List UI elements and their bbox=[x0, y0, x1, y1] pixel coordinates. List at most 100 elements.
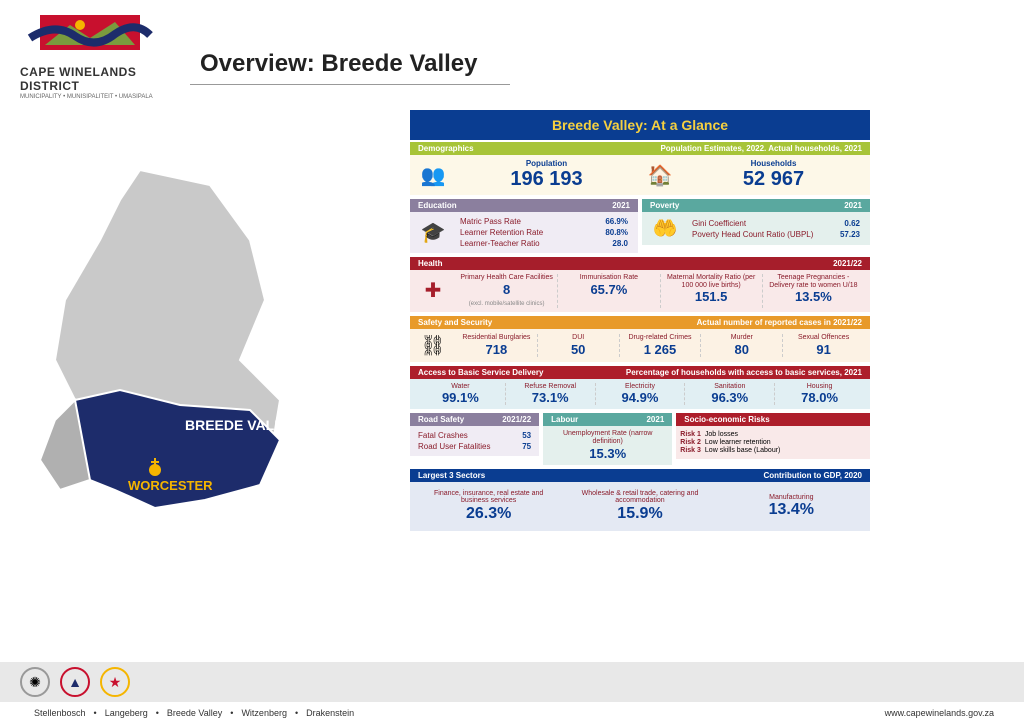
dashboard: Breede Valley: At a Glance Demographics … bbox=[410, 110, 870, 650]
cell-value: 94.9% bbox=[600, 390, 681, 405]
cell-label: Finance, insurance, real estate and busi… bbox=[420, 490, 557, 505]
risk-tag: Risk 1 bbox=[680, 431, 701, 438]
kv-row: Learner Retention Rate 80.8% bbox=[456, 227, 632, 238]
education-title: Education bbox=[418, 201, 457, 210]
cell-value: 78.0% bbox=[779, 390, 860, 405]
footer: ✺ ▲ ★ Stellenbosch•Langeberg•Breede Vall… bbox=[0, 662, 1024, 724]
page-title: Overview: Breede Valley bbox=[200, 50, 510, 78]
population-label: Population bbox=[456, 159, 637, 168]
district-logo-icon bbox=[20, 10, 160, 60]
cell-value: 718 bbox=[460, 342, 533, 357]
health-title: Health bbox=[418, 259, 442, 268]
kv-row: Poverty Head Count Ratio (UBPL)57.23 bbox=[688, 229, 864, 240]
cell-value: 8 bbox=[460, 282, 553, 297]
badge-disaster-icon: ▲ bbox=[60, 667, 90, 697]
kv-value: 0.62 bbox=[844, 219, 860, 228]
stat-cell: Sanitation96.3% bbox=[685, 383, 775, 406]
poverty-title: Poverty bbox=[650, 201, 679, 210]
kv-value: 80.8% bbox=[605, 228, 628, 237]
kv-row: Road User Fatalities 75 bbox=[414, 441, 535, 452]
municipality-item: Witzenberg bbox=[241, 708, 287, 718]
stat-cell: Wholesale & retail trade, catering and a… bbox=[567, 486, 712, 527]
cell-label: Drug-related Crimes bbox=[624, 334, 697, 342]
cell-value: 151.5 bbox=[665, 289, 758, 304]
stat-cell: Residential Burglaries718 bbox=[456, 334, 538, 357]
access-subtitle: Percentage of households with access to … bbox=[626, 368, 862, 377]
cell-note: (excl. mobile/satellite clinics) bbox=[469, 301, 545, 307]
stat-cell: DUI50 bbox=[538, 334, 620, 357]
education-year: 2021 bbox=[612, 201, 630, 210]
cell-label: Sexual Offences bbox=[787, 334, 860, 342]
graduation-icon: 🎓 bbox=[416, 220, 450, 245]
map-city-label: WORCESTER bbox=[128, 478, 213, 493]
risk-item: Risk 2 Low learner retention bbox=[680, 439, 866, 446]
cell-value: 73.1% bbox=[510, 390, 591, 405]
cell-label: Housing bbox=[779, 383, 860, 391]
labour-section: Labour 2021 Unemployment Rate (narrow de… bbox=[543, 413, 672, 464]
health-year: 2021/22 bbox=[833, 259, 862, 268]
stat-cell: Refuse Removal73.1% bbox=[506, 383, 596, 406]
sectors-subtitle: Contribution to GDP, 2020 bbox=[763, 471, 862, 480]
demographics-title: Demographics bbox=[418, 144, 474, 153]
labour-value: 15.3% bbox=[547, 446, 668, 461]
municipality-list: Stellenbosch•Langeberg•Breede Valley•Wit… bbox=[30, 708, 358, 718]
kv-value: 57.23 bbox=[840, 230, 860, 239]
cell-label: Residential Burglaries bbox=[460, 334, 533, 342]
demographics-section: Demographics Population Estimates, 2022.… bbox=[410, 142, 870, 195]
kv-value: 66.9% bbox=[605, 217, 628, 226]
logo-title: CAPE WINELANDS DISTRICT bbox=[20, 65, 190, 93]
demographics-subtitle: Population Estimates, 2022. Actual house… bbox=[660, 144, 862, 153]
risk-tag: Risk 2 bbox=[680, 439, 701, 446]
stat-cell: Primary Health Care Facilities8 (excl. mo… bbox=[456, 274, 558, 308]
municipality-item: Langeberg bbox=[105, 708, 148, 718]
municipality-item: Stellenbosch bbox=[34, 708, 86, 718]
hand-icon: 🤲 bbox=[648, 216, 682, 241]
kv-value: 75 bbox=[522, 442, 531, 451]
municipality-item: Breede Valley bbox=[167, 708, 222, 718]
stat-cell: Electricity94.9% bbox=[596, 383, 686, 406]
cell-value: 1 265 bbox=[624, 342, 697, 357]
stat-cell: Murder80 bbox=[701, 334, 783, 357]
kv-label: Road User Fatalities bbox=[418, 442, 490, 451]
sectors-title: Largest 3 Sectors bbox=[418, 471, 485, 480]
dashboard-banner: Breede Valley: At a Glance bbox=[410, 110, 870, 140]
district-map: BREEDE VALLEY WORCESTER bbox=[20, 150, 360, 570]
header: CAPE WINELANDS DISTRICT MUNICIPALITY • M… bbox=[0, 0, 1024, 110]
cell-label: Maternal Mortality Ratio (per 100 000 li… bbox=[665, 274, 758, 289]
logo-block: CAPE WINELANDS DISTRICT MUNICIPALITY • M… bbox=[20, 10, 190, 100]
households-label: Households bbox=[683, 159, 864, 168]
kv-row: Learner-Teacher Ratio28.0 bbox=[456, 238, 632, 249]
page-title-wrap: Overview: Breede Valley bbox=[190, 10, 510, 85]
house-icon: 🏠 bbox=[643, 163, 677, 188]
title-underline bbox=[190, 84, 510, 85]
cell-value: 26.3% bbox=[420, 505, 557, 523]
cell-label: Refuse Removal bbox=[510, 383, 591, 391]
kv-label: Learner Retention Rate bbox=[460, 228, 543, 237]
labour-title: Labour bbox=[551, 415, 578, 424]
cell-label: Murder bbox=[705, 334, 778, 342]
population-value: 196 193 bbox=[456, 168, 637, 191]
stat-cell: Manufacturing13.4% bbox=[719, 490, 864, 524]
cell-label: DUI bbox=[542, 334, 615, 342]
labour-year: 2021 bbox=[646, 415, 664, 424]
cell-label: Water bbox=[420, 383, 501, 391]
stat-cell: Immunisation Rate65.7% bbox=[558, 274, 660, 308]
labour-label: Unemployment Rate (narrow definition) bbox=[547, 430, 668, 445]
cell-label: Wholesale & retail trade, catering and a… bbox=[571, 490, 708, 505]
badge-1-icon: ✺ bbox=[20, 667, 50, 697]
cell-value: 96.3% bbox=[689, 390, 770, 405]
stat-cell: Finance, insurance, real estate and busi… bbox=[416, 486, 561, 527]
road-title: Road Safety bbox=[418, 415, 464, 424]
risks-section: Socio-economic Risks Risk 1Job lossesRis… bbox=[676, 413, 870, 464]
risks-title: Socio-economic Risks bbox=[684, 415, 769, 424]
access-title: Access to Basic Service Delivery bbox=[418, 368, 543, 377]
risk-text: Low learner retention bbox=[705, 439, 771, 446]
road-year: 2021/22 bbox=[502, 415, 531, 424]
cell-label: Primary Health Care Facilities bbox=[460, 274, 553, 282]
badge-fire-icon: ★ bbox=[100, 667, 130, 697]
cell-value: 50 bbox=[542, 342, 615, 357]
stat-cell: Teenage Pregnancies - Delivery rate to w… bbox=[763, 274, 864, 308]
kv-value: 28.0 bbox=[612, 239, 628, 248]
stat-cell: Water99.1% bbox=[416, 383, 506, 406]
cell-label: Immunisation Rate bbox=[562, 274, 655, 282]
